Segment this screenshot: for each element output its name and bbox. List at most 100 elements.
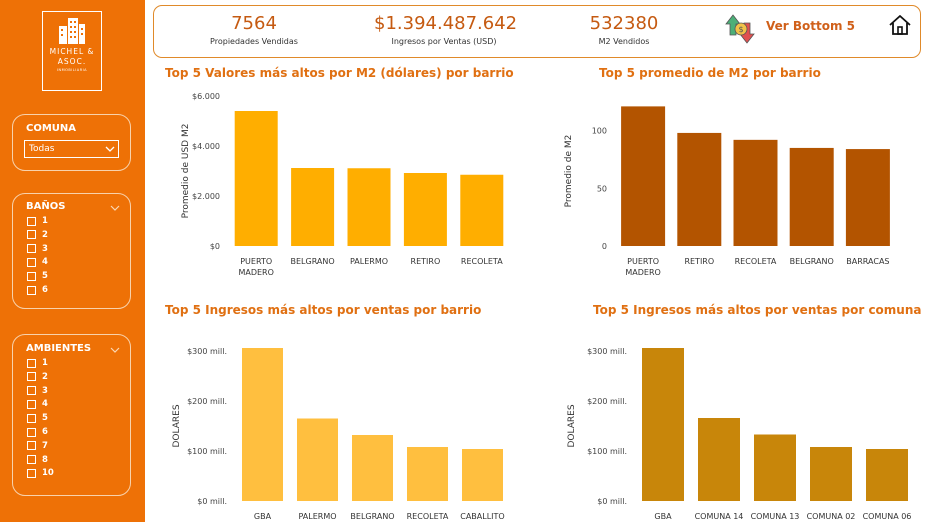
kpi-propiedades: 7564 Propiedades Vendidas	[199, 13, 309, 46]
option-label: 3	[42, 385, 48, 396]
bar	[845, 149, 890, 246]
option-label: 1	[42, 216, 48, 226]
checkbox[interactable]	[27, 441, 36, 451]
chevron-down-icon[interactable]	[110, 346, 120, 354]
ambientes-option-6[interactable]: 6	[27, 426, 48, 438]
y-tick-label: $300 mill.	[587, 347, 627, 356]
ambientes-option-2[interactable]: 2	[27, 371, 48, 383]
comuna-filter: COMUNA Todas	[12, 114, 131, 171]
chevron-down-icon[interactable]	[110, 204, 120, 212]
y-tick-label: $200 mill.	[587, 397, 627, 406]
checkbox[interactable]	[27, 468, 36, 478]
banos-option-1[interactable]: 1	[27, 215, 48, 227]
y-tick-label: 0	[602, 242, 607, 251]
y-axis-label: DOLARES	[567, 404, 577, 447]
x-tick-label: GBA	[254, 512, 272, 521]
checkbox[interactable]	[27, 372, 36, 382]
x-tick-label: PUERTO	[627, 257, 659, 266]
y-tick-label: $4.000	[192, 142, 220, 151]
checkbox[interactable]	[27, 386, 36, 396]
option-label: 4	[42, 257, 48, 268]
ambientes-option-10[interactable]: 10	[27, 467, 54, 479]
x-tick-label: COMUNA 13	[751, 512, 800, 521]
y-tick-label: $200 mill.	[187, 397, 227, 406]
bar	[810, 447, 852, 501]
bar	[866, 449, 908, 501]
option-label: 6	[42, 427, 48, 437]
option-label: 2	[42, 229, 48, 240]
checkbox[interactable]	[27, 216, 36, 226]
checkbox[interactable]	[27, 413, 36, 423]
chart-title: Top 5 Ingresos más altos por ventas por …	[593, 303, 922, 317]
logo-line-2: ASOC.	[57, 57, 87, 66]
sort-arrows-icon: $	[725, 14, 755, 44]
y-tick-label: $100 mill.	[187, 447, 227, 456]
kpi-bar: 7564 Propiedades Vendidas $1.394.487.642…	[153, 5, 921, 58]
y-tick-label: $6.000	[192, 92, 220, 101]
x-tick-label: BELGRANO	[350, 512, 394, 521]
y-axis-label: DOLARES	[172, 404, 182, 447]
x-tick-label: RETIRO	[684, 257, 714, 266]
checkbox[interactable]	[27, 244, 36, 254]
checkbox[interactable]	[27, 271, 36, 281]
banos-option-4[interactable]: 4	[27, 256, 48, 268]
x-tick-label: PUERTO	[240, 257, 272, 266]
ambientes-option-1[interactable]: 1	[27, 357, 48, 369]
y-tick-label: $300 mill.	[187, 347, 227, 356]
x-tick-label: COMUNA 02	[807, 512, 856, 521]
bar	[642, 348, 684, 501]
bar	[733, 139, 778, 246]
svg-text:$: $	[738, 25, 743, 34]
chart-ingresos-comuna: $0 mill. $100 mill. $200 mill. $300 mill. DO…	[567, 347, 911, 521]
x-tick-label: COMUNA 14	[695, 512, 744, 521]
y-tick-label: $0	[210, 242, 220, 251]
x-tick-label: RECOLETA	[461, 257, 503, 266]
ambientes-option-7[interactable]: 7	[27, 440, 48, 452]
x-tick-label: RETIRO	[411, 257, 441, 266]
chart-title: Top 5 promedio de M2 por barrio	[599, 66, 821, 80]
bar	[297, 418, 338, 501]
bar	[789, 147, 834, 246]
checkbox[interactable]	[27, 230, 36, 240]
bar	[403, 173, 447, 246]
banos-option-6[interactable]: 6	[27, 284, 48, 296]
chart-title: Top 5 Valores más altos por M2 (dólares)…	[165, 66, 514, 80]
checkbox[interactable]	[27, 285, 36, 295]
y-tick-label: 50	[597, 184, 607, 193]
bar	[754, 434, 796, 501]
ver-bottom-5-button[interactable]: $ Ver Bottom 5	[724, 13, 855, 45]
checkbox[interactable]	[27, 455, 36, 465]
banos-option-5[interactable]: 5	[27, 270, 48, 282]
bar	[677, 132, 722, 246]
ambientes-option-8[interactable]: 8	[27, 454, 48, 466]
option-label: 10	[42, 468, 54, 479]
option-label: 5	[42, 271, 48, 282]
comuna-dropdown[interactable]: Todas	[24, 140, 119, 158]
chart-title: Top 5 Ingresos más altos por ventas por …	[165, 303, 482, 317]
kpi-value: 7564	[231, 13, 277, 34]
banos-option-3[interactable]: 3	[27, 243, 48, 255]
x-tick-label: GBA	[654, 512, 672, 521]
banos-option-2[interactable]: 2	[27, 229, 48, 241]
x-tick-label: PALERMO	[350, 257, 388, 266]
ambientes-filter: AMBIENTES 1 2 3 4 5 6 7 8 10	[12, 334, 131, 496]
ambientes-option-5[interactable]: 5	[27, 412, 48, 424]
checkbox[interactable]	[27, 399, 36, 409]
home-icon[interactable]	[888, 14, 912, 36]
ambientes-option-4[interactable]: 4	[27, 398, 48, 410]
checkbox[interactable]	[27, 257, 36, 267]
y-tick-label: $0 mill.	[597, 497, 627, 506]
ver-bottom-5-label: Ver Bottom 5	[766, 19, 856, 33]
checkbox[interactable]	[27, 358, 36, 368]
y-axis-label: Promedio de M2	[564, 135, 574, 208]
x-tick-label: MADERO	[625, 268, 660, 277]
bar	[621, 106, 666, 246]
checkbox[interactable]	[27, 427, 36, 437]
kpi-value: 532380	[589, 13, 659, 34]
bar	[234, 111, 278, 246]
x-tick-label: BELGRANO	[790, 257, 834, 266]
ambientes-option-3[interactable]: 3	[27, 385, 48, 397]
banos-title: BAÑOS	[26, 201, 66, 212]
bar	[407, 447, 448, 501]
